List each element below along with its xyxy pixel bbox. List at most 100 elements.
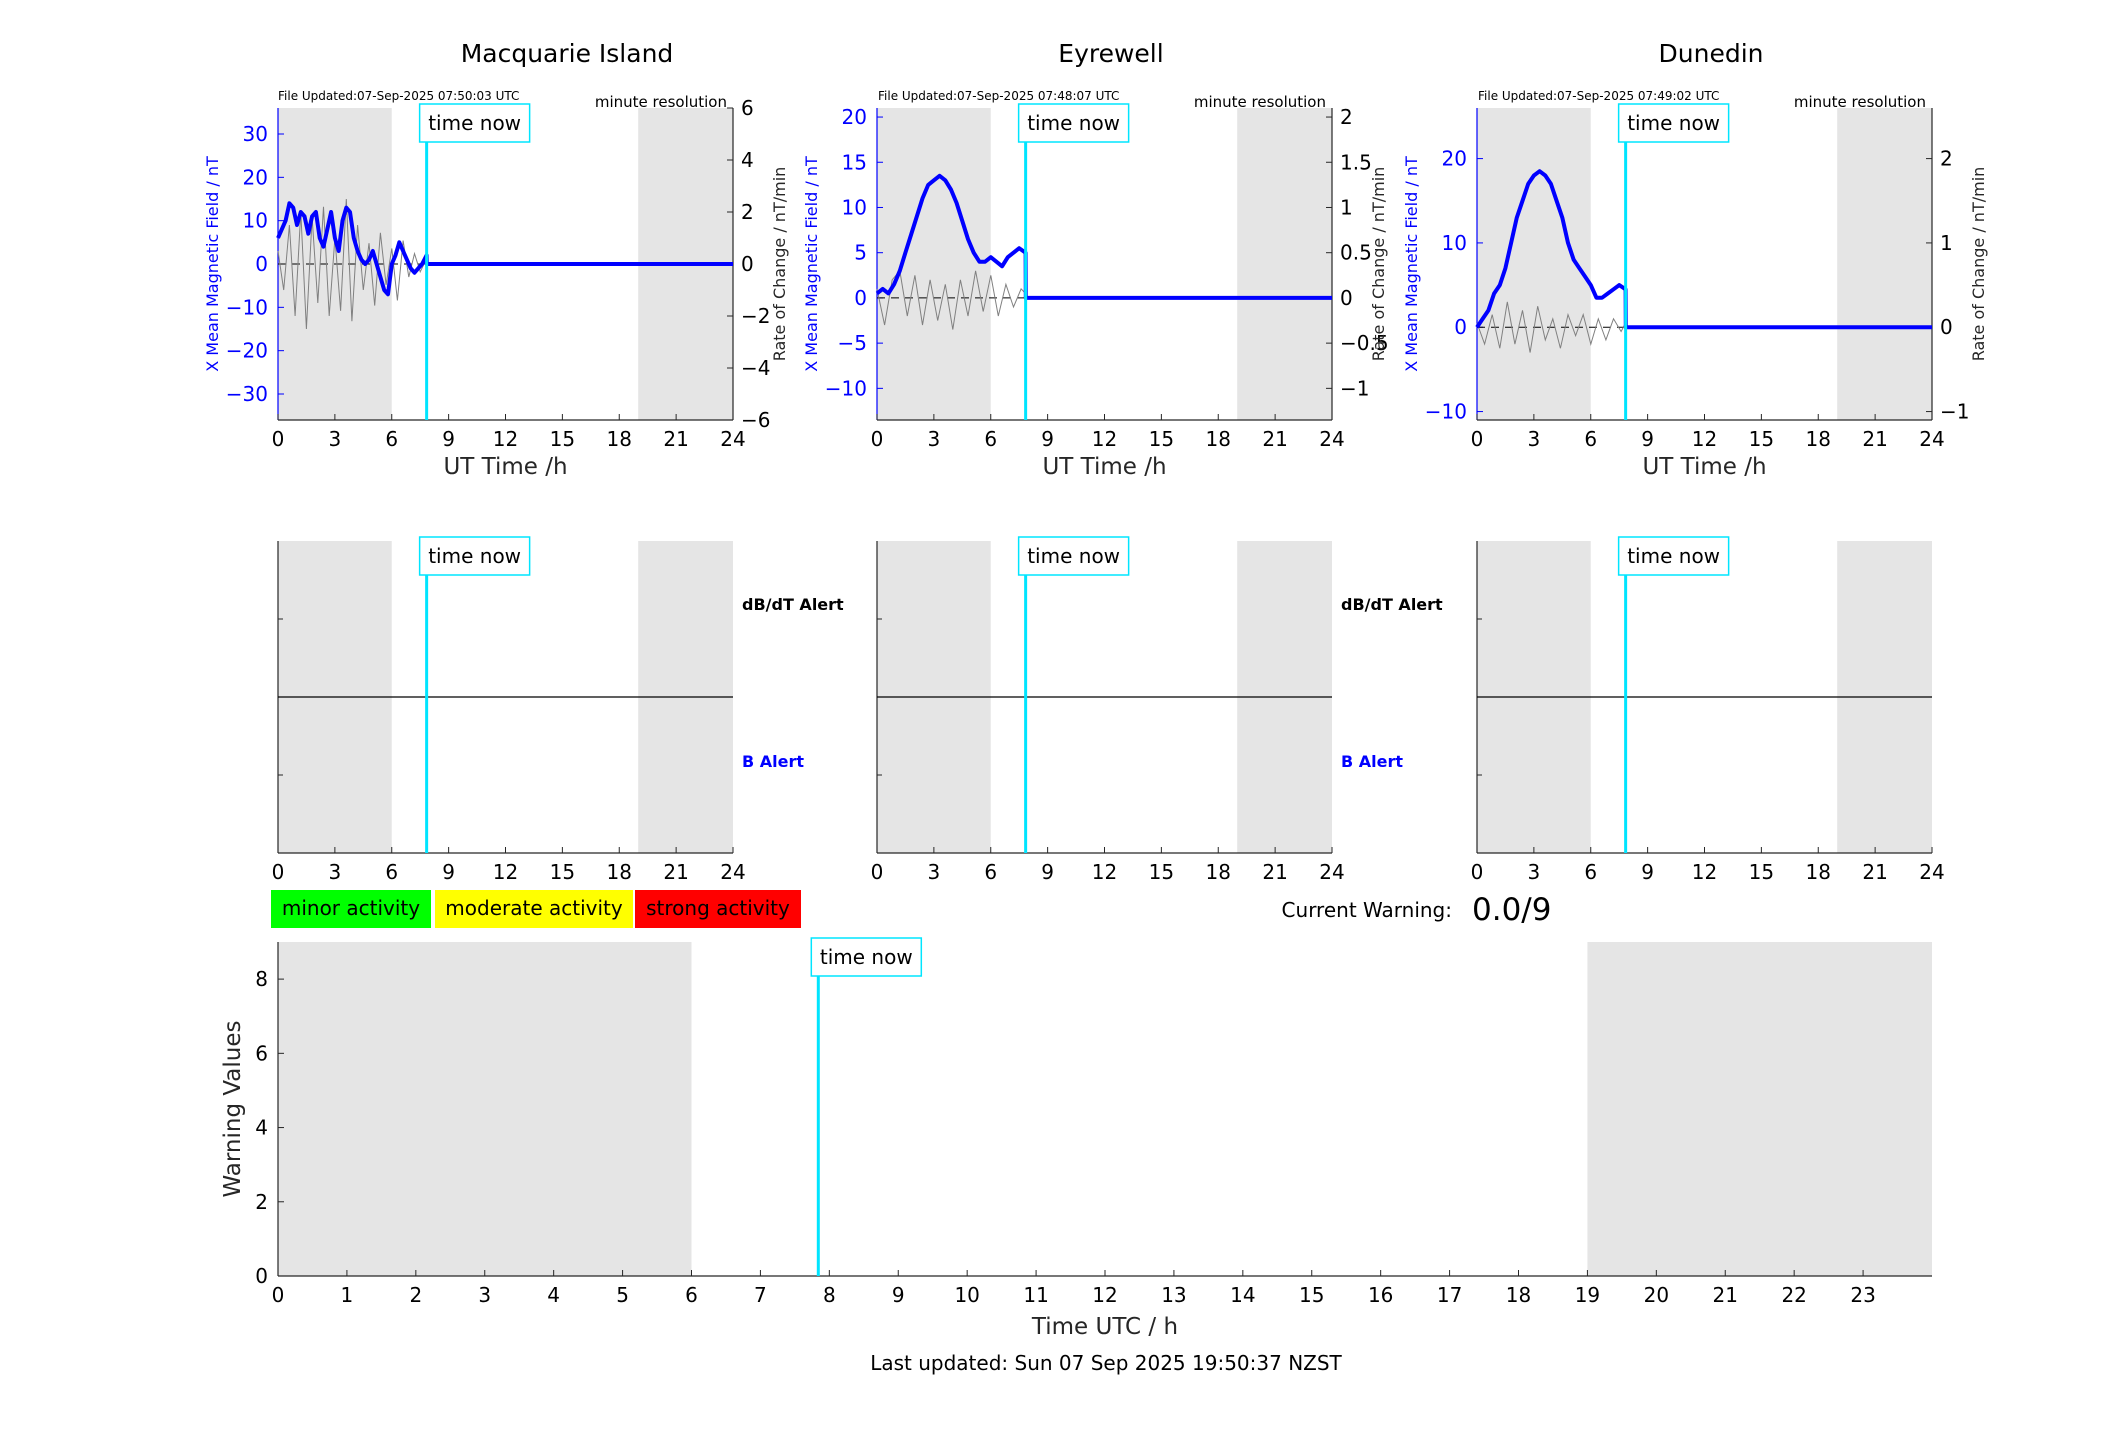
station-title-eyrewell: Eyrewell [1058, 39, 1163, 68]
x-tick-label: 18 [1506, 1283, 1531, 1307]
y-left-tick-label: 5 [854, 241, 867, 265]
y-left-axis-label: X Mean Magnetic Field / nT [203, 156, 222, 372]
macquarie-field-plot: 0 3 6 9 12 15 18 21 24−30−20−100102030−6−4−20246… [203, 96, 789, 480]
y-left-tick-label: 20 [842, 105, 867, 129]
legend-strong-swatch [633, 888, 803, 930]
x-tick-label: 7 [754, 1283, 767, 1307]
legend-moderate-label: moderate activity [445, 896, 623, 920]
x-tick-label: 5 [616, 1283, 629, 1307]
y-left-tick-label: −10 [825, 376, 867, 400]
x-tick-label: 24 [1919, 860, 1944, 884]
b-alert-label-2: B Alert [1341, 752, 1403, 771]
last-updated-footer: Last updated: Sun 07 Sep 2025 19:50:37 N… [870, 1351, 1342, 1375]
y-right-axis-label: Rate of Change / nT/min [1969, 167, 1988, 362]
y-tick-label: 2 [255, 1190, 268, 1214]
x-tick-label: 24 [1319, 860, 1344, 884]
x-tick-label: 6 [385, 860, 398, 884]
magnetic-field-series [875, 173, 1332, 300]
dbdt-alert-label-1: dB/dT Alert [742, 595, 844, 614]
x-tick-label: 4 [547, 1283, 560, 1307]
current-warning-label: Current Warning: [1282, 898, 1452, 922]
y-tick-label: 6 [255, 1041, 268, 1065]
y-left-axis-label: X Mean Magnetic Field / nT [1402, 156, 1421, 372]
x-tick-label: 18 [1806, 860, 1831, 884]
y-tick-label: 8 [255, 967, 268, 991]
time-now-label: time now [1627, 111, 1720, 135]
x-tick-label: 9 [442, 860, 455, 884]
resolution-macquarie: minute resolution [595, 93, 727, 111]
y-right-tick-label: 6 [741, 96, 754, 120]
y-tick-label: 0 [255, 1264, 268, 1288]
y-right-tick-label: 1 [1940, 231, 1953, 255]
y-right-tick-label: 1.5 [1340, 150, 1372, 174]
y-left-tick-label: 0 [854, 286, 867, 310]
y-left-tick-label: 30 [243, 122, 268, 146]
x-tick-label: 3 [478, 1283, 491, 1307]
y-right-tick-label: 0.5 [1340, 241, 1372, 265]
x-tick-label: 0 [1471, 860, 1484, 884]
b-alert-label-1: B Alert [742, 752, 804, 771]
x-tick-label: 13 [1161, 1283, 1186, 1307]
y-right-axis-label: Rate of Change / nT/min [770, 167, 789, 362]
x-tick-label: 0 [871, 427, 884, 451]
file-updated-eyrewell: File Updated:07-Sep-2025 07:48:07 UTC [878, 89, 1119, 103]
y-right-tick-label: 2 [1340, 105, 1353, 129]
time-now-label: time now [1027, 544, 1120, 568]
legend-minor-swatch [269, 888, 433, 930]
time-now-label: time now [1027, 111, 1120, 135]
y-right-tick-label: 0 [1940, 315, 1953, 339]
x-tick-label: 15 [550, 860, 575, 884]
x-tick-label: 9 [1041, 427, 1054, 451]
x-tick-label: 12 [493, 860, 518, 884]
y-tick-label: 4 [255, 1116, 268, 1140]
night-shade [1837, 108, 1932, 420]
x-tick-label: 12 [1092, 427, 1117, 451]
y-right-tick-label: 2 [741, 200, 754, 224]
current-warning-value: 0.0/9 [1472, 892, 1551, 928]
x-tick-label: 15 [1749, 427, 1774, 451]
x-tick-label: 9 [1641, 427, 1654, 451]
station-title-dunedin: Dunedin [1659, 39, 1764, 68]
y-left-tick-label: 10 [1442, 231, 1467, 255]
time-now-label: time now [428, 111, 521, 135]
x-tick-label: 20 [1644, 1283, 1669, 1307]
x-axis-label: UT Time /h [443, 454, 567, 480]
x-tick-label: 9 [892, 1283, 905, 1307]
y-left-tick-label: 10 [243, 209, 268, 233]
y-left-tick-label: 0 [1454, 315, 1467, 339]
legend-minor-label: minor activity [282, 896, 420, 920]
x-tick-label: 22 [1781, 1283, 1806, 1307]
x-axis-label: Time UTC / h [1031, 1314, 1178, 1340]
time-now-box [418, 536, 531, 576]
x-tick-label: 6 [984, 860, 997, 884]
resolution-dunedin: minute resolution [1794, 93, 1926, 111]
x-tick-label: 21 [1862, 860, 1887, 884]
x-tick-label: 6 [685, 1283, 698, 1307]
rate-of-change-series [1476, 301, 1627, 353]
y-left-tick-label: 15 [842, 150, 867, 174]
y-right-tick-label: −0.5 [1340, 331, 1389, 355]
x-tick-label: 14 [1230, 1283, 1255, 1307]
station-title-macquarie: Macquarie Island [461, 39, 674, 68]
x-tick-label: 18 [607, 860, 632, 884]
dunedin-alert-plot: 0 3 6 9 12 15 18 21 24 time now [1471, 536, 1945, 884]
night-shade [1477, 108, 1591, 420]
y-left-tick-label: −5 [838, 331, 867, 355]
time-now-box [1617, 536, 1730, 576]
x-tick-label: 15 [550, 427, 575, 451]
eyrewell-alert-plot: 0 3 6 9 12 15 18 21 24 time now [871, 536, 1345, 884]
x-tick-label: 0 [871, 860, 884, 884]
x-tick-label: 2 [409, 1283, 422, 1307]
y-right-tick-label: −6 [741, 408, 770, 432]
time-now-box [810, 937, 923, 977]
x-tick-label: 19 [1575, 1283, 1600, 1307]
x-tick-label: 9 [1041, 860, 1054, 884]
x-tick-label: 9 [1641, 860, 1654, 884]
y-right-axis-label: Rate of Change / nT/min [1369, 167, 1388, 362]
x-tick-label: 0 [1471, 427, 1484, 451]
x-tick-label: 3 [1528, 860, 1541, 884]
x-tick-label: 6 [1584, 427, 1597, 451]
time-now-box [1617, 103, 1730, 143]
x-tick-label: 21 [663, 860, 688, 884]
